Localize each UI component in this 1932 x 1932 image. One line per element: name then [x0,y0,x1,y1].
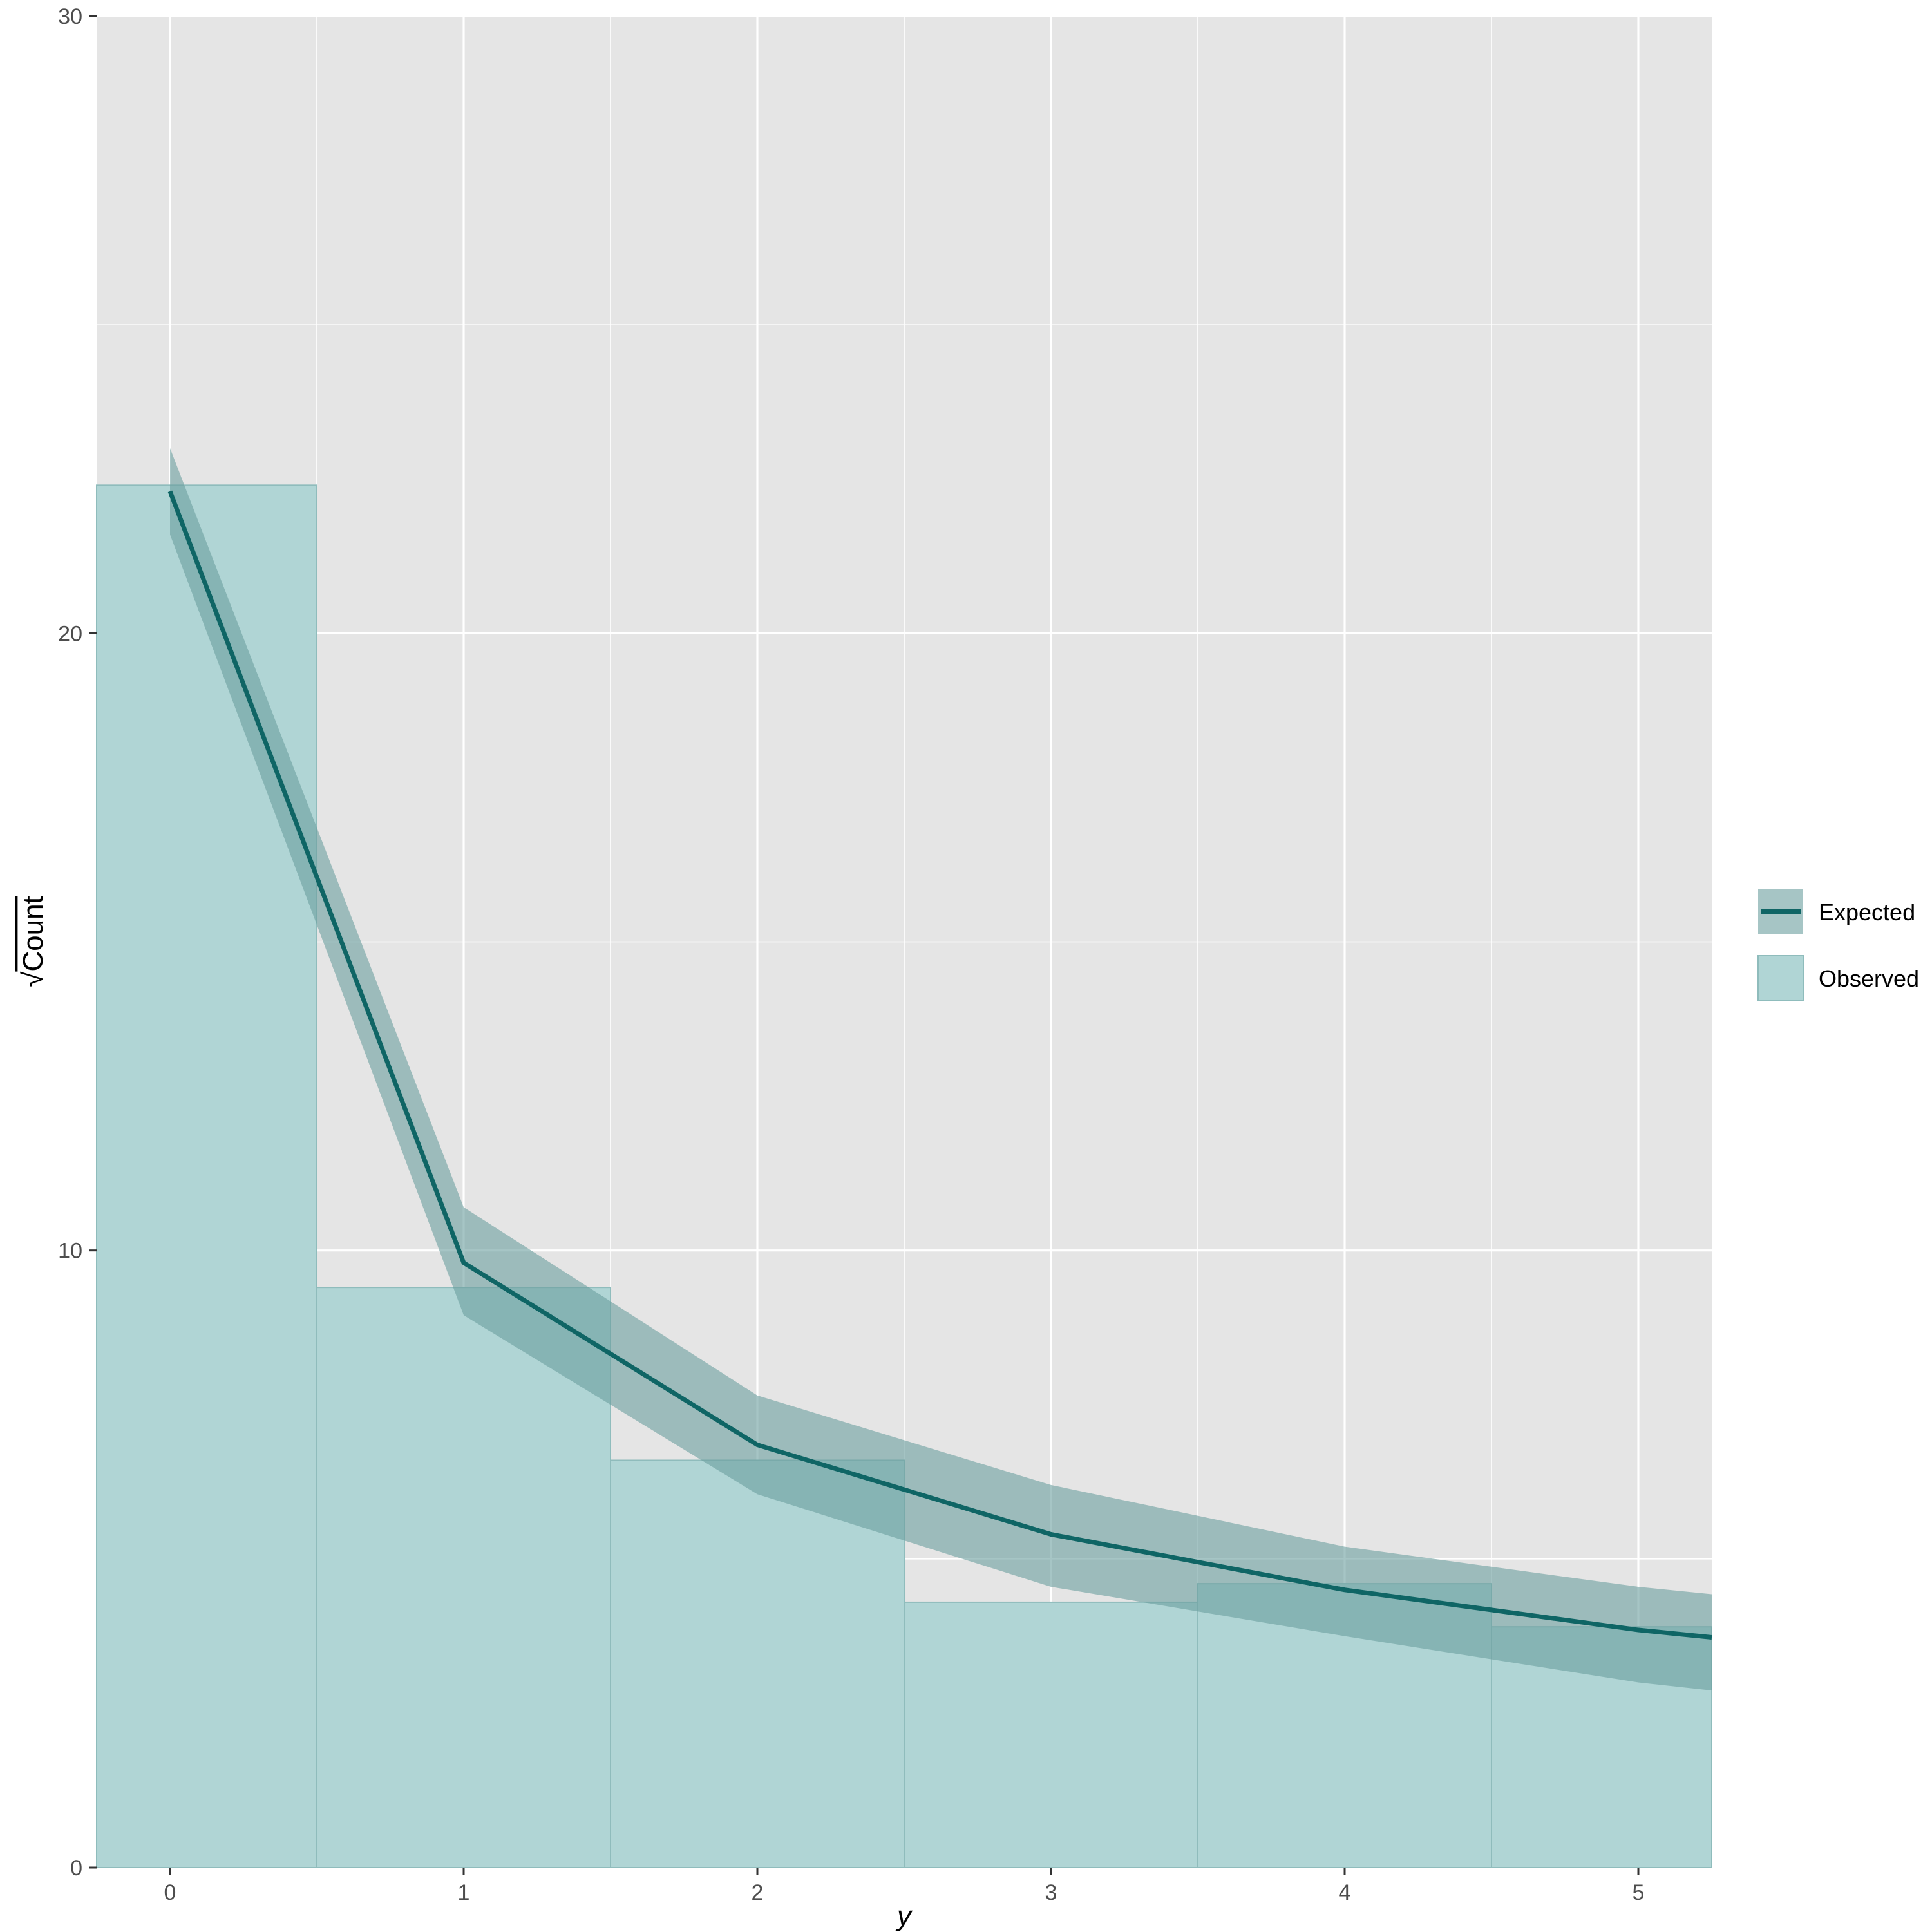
expected-line [167,490,1712,1640]
x-axis-title: y [895,1900,913,1932]
legend-label-observed: Observed [1819,965,1919,992]
y-tick-label: 0 [70,1856,82,1880]
y-tick-label: 30 [58,5,82,29]
legend-label-expected: Expected [1819,899,1915,925]
legend-item-observed: Observed [1757,955,1919,1001]
legend-item-expected: Expected [1758,889,1915,934]
observed-bar [904,1601,1198,1869]
y-tick-label: 10 [58,1239,82,1264]
x-tick-label: 2 [752,1880,764,1905]
y-axis-title: √Count [17,896,49,987]
legend-key-observed [1757,955,1804,1001]
y-tick-label: 20 [58,621,82,646]
legend: Expected Observed [1757,889,1919,1001]
observed-bar [96,484,317,1869]
x-tick-label: 4 [1339,1880,1351,1905]
axis-layer: 0 10 20 30 0 1 2 3 4 5 [58,5,1644,1905]
observed-bar [316,1287,611,1868]
expected-line-layer [167,490,1712,1640]
x-tick-label: 3 [1045,1880,1057,1905]
observed-bar [610,1459,905,1868]
x-tick-label: 0 [164,1880,176,1905]
x-tick-label: 5 [1633,1880,1645,1905]
y-axis-title-text: Count [17,896,49,971]
observed-bars [96,484,1712,1869]
x-tick-label: 1 [458,1880,470,1905]
y-axis-title-prefix: √ [17,971,49,987]
